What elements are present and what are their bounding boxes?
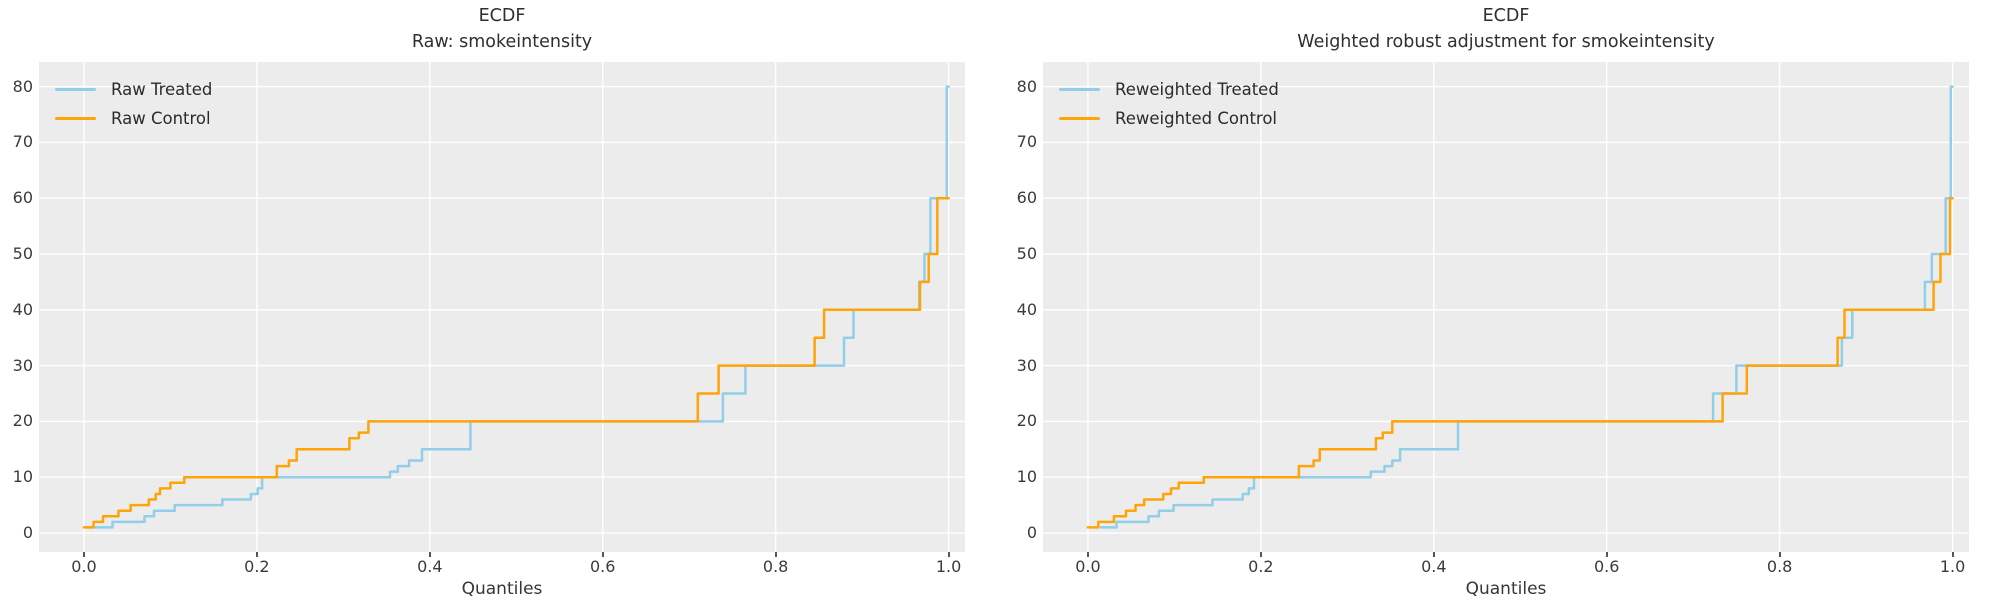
plot-title-weighted: ECDF Weighted robust adjustment for smok… xyxy=(1043,3,1969,55)
x-tick-label: 0.6 xyxy=(589,557,616,576)
title-line-2: Raw: smokeintensity xyxy=(411,32,593,52)
legend-entry-raw-treated: Raw Treated xyxy=(55,75,212,104)
title-line-1: ECDF xyxy=(478,6,526,26)
x-tick-label: 0.8 xyxy=(762,557,789,576)
control-line-swatch xyxy=(55,117,96,120)
y-tick-label: 20 xyxy=(12,411,33,431)
x-axis-label-weighted: Quantiles xyxy=(1465,579,1547,599)
legend-label: Reweighted Treated xyxy=(1115,80,1279,99)
title-line-2: Weighted robust adjustment for smokeinte… xyxy=(1297,32,1715,52)
y-tick-label: 70 xyxy=(12,132,33,152)
x-tick-mark xyxy=(1259,552,1262,557)
y-tick-label: 60 xyxy=(12,188,33,208)
y-tick-label: 40 xyxy=(12,299,33,319)
legend-entry-reweighted-treated: Reweighted Treated xyxy=(1059,75,1279,104)
control-line-swatch xyxy=(1059,117,1100,120)
x-tick-mark xyxy=(1086,552,1089,557)
legend-raw: Raw Treated Raw Control xyxy=(55,75,212,133)
series-reweighted-treated xyxy=(1099,85,1954,529)
chart-canvas-raw xyxy=(39,62,965,552)
y-tick-label: 20 xyxy=(1016,411,1037,431)
plot-title-raw: ECDF Raw: smokeintensity xyxy=(39,3,965,55)
x-tick-label: 0.2 xyxy=(244,557,270,576)
x-tick-mark xyxy=(774,552,777,557)
legend-entry-reweighted-control: Reweighted Control xyxy=(1059,104,1279,133)
title-line-1: ECDF xyxy=(1482,6,1530,26)
x-tick-label: 1.0 xyxy=(935,557,962,576)
y-tick-label: 80 xyxy=(1016,76,1037,96)
x-tick-mark xyxy=(601,552,604,557)
series-reweighted-control xyxy=(1086,196,1954,529)
x-tick-mark xyxy=(947,552,950,557)
x-tick-label: 1.0 xyxy=(1939,557,1966,576)
y-tick-label: 0 xyxy=(22,523,33,543)
y-tick-label: 30 xyxy=(12,355,33,375)
legend-entry-raw-control: Raw Control xyxy=(55,104,212,133)
y-tick-label: 50 xyxy=(1016,243,1037,263)
x-tick-mark xyxy=(1605,552,1608,557)
legend-label: Raw Control xyxy=(111,109,211,128)
x-tick-label: 0.4 xyxy=(417,557,443,576)
x-tick-label: 0.0 xyxy=(1075,557,1101,576)
y-tick-label: 40 xyxy=(1016,299,1037,319)
x-tick-label: 0.8 xyxy=(1766,557,1793,576)
treated-line-swatch xyxy=(55,88,96,91)
x-tick-mark xyxy=(82,552,85,557)
axes-weighted: Reweighted Treated Reweighted Control xyxy=(1043,62,1969,552)
x-tick-mark xyxy=(428,552,431,557)
legend-weighted: Reweighted Treated Reweighted Control xyxy=(1059,75,1279,133)
y-tick-label: 10 xyxy=(1016,467,1037,487)
series-raw-treated xyxy=(87,85,950,529)
y-tick-label: 0 xyxy=(1026,523,1037,543)
x-tick-label: 0.6 xyxy=(1593,557,1620,576)
x-tick-mark xyxy=(1432,552,1435,557)
x-tick-mark xyxy=(255,552,258,557)
x-tick-label: 0.4 xyxy=(1421,557,1447,576)
y-tick-label: 30 xyxy=(1016,355,1037,375)
chart-canvas-weighted xyxy=(1043,62,1969,552)
treated-line-swatch xyxy=(1059,88,1100,91)
y-tick-label: 10 xyxy=(12,467,33,487)
x-tick-mark xyxy=(1778,552,1781,557)
x-tick-label: 0.0 xyxy=(71,557,97,576)
legend-label: Reweighted Control xyxy=(1115,109,1278,128)
y-tick-label: 60 xyxy=(1016,188,1037,208)
x-axis-label-raw: Quantiles xyxy=(461,579,543,599)
axes-raw: Raw Treated Raw Control xyxy=(39,62,965,552)
y-tick-label: 80 xyxy=(12,76,33,96)
legend-label: Raw Treated xyxy=(111,80,213,99)
y-tick-label: 50 xyxy=(12,243,33,263)
series-raw-control xyxy=(82,196,950,529)
y-tick-label: 70 xyxy=(1016,132,1037,152)
x-tick-label: 0.2 xyxy=(1248,557,1274,576)
x-tick-mark xyxy=(1951,552,1954,557)
